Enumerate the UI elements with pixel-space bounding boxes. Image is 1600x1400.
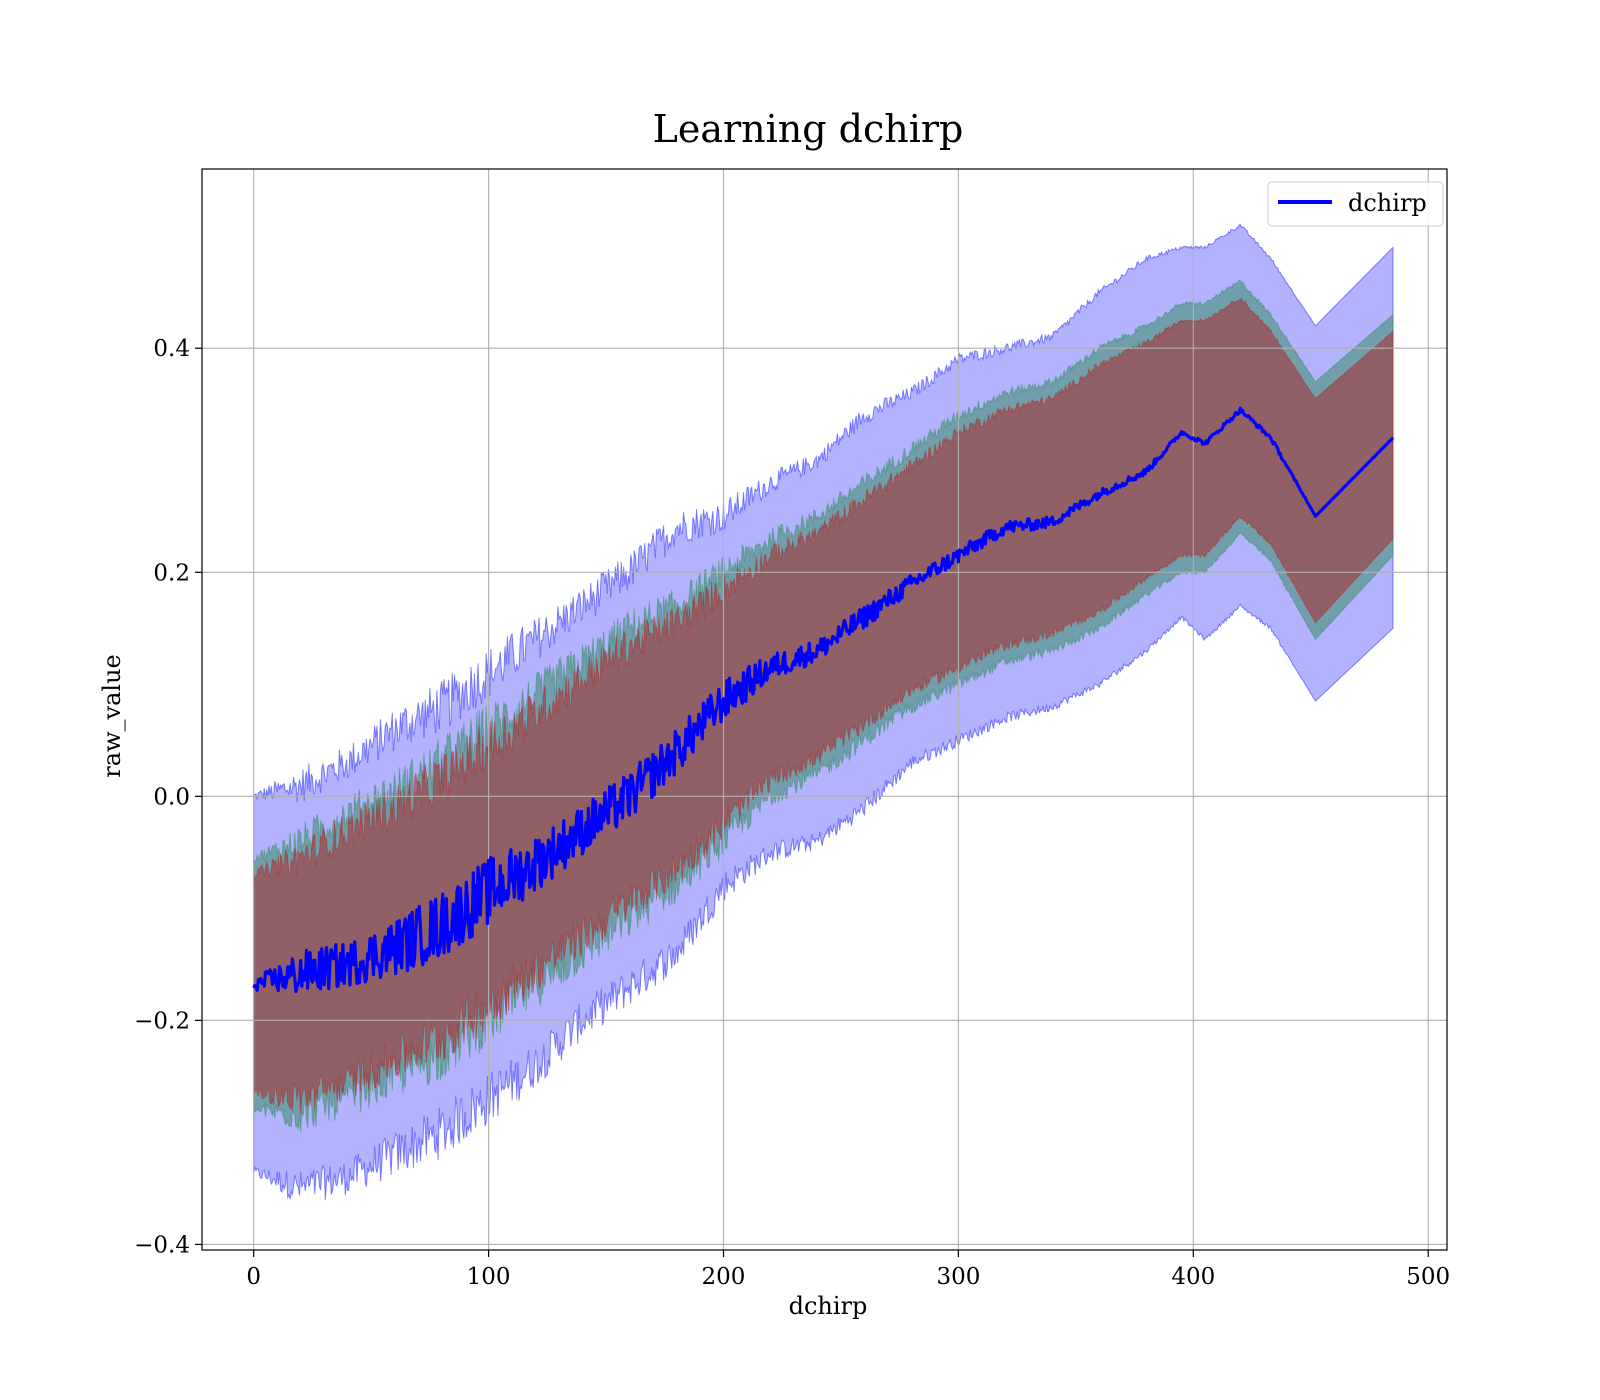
- y-tick-label-2: 0.0: [153, 784, 190, 810]
- y-tick-label-1: −0.2: [134, 1008, 190, 1034]
- series-lines: [252, 406, 1395, 994]
- series-line-dchirp: [252, 406, 1395, 994]
- x-tick-label-2: 200: [702, 1264, 746, 1290]
- x-tick-label-4: 400: [1171, 1264, 1215, 1290]
- x-axis-ticks: 0 100 200 300 400 500: [246, 1250, 1450, 1290]
- legend-box: [1267, 181, 1444, 227]
- x-tick-label-0: 0: [246, 1264, 261, 1290]
- band-inner: [253, 297, 1394, 1115]
- legend-label-dchirp: dchirp: [1348, 189, 1427, 217]
- y-axis-label: raw_value: [98, 654, 126, 778]
- chart-title: Learning dchirp: [653, 107, 964, 151]
- y-tick-label-3: 0.2: [153, 560, 190, 586]
- x-tick-label-5: 500: [1406, 1264, 1450, 1290]
- x-tick-label-1: 100: [467, 1264, 511, 1290]
- legend: dchirp: [1267, 181, 1444, 227]
- y-axis-ticks: −0.4 −0.2 0.0 0.2 0.4: [134, 336, 202, 1258]
- x-axis-label: dchirp: [789, 1292, 868, 1320]
- plot-frame: [201, 168, 1448, 1251]
- x-tick-label-3: 300: [936, 1264, 980, 1290]
- plot-area: [201, 168, 1448, 1251]
- grid-lines: [202, 169, 1447, 1250]
- y-tick-label-0: −0.4: [134, 1232, 190, 1258]
- confidence-bands: [253, 223, 1394, 1201]
- y-tick-label-4: 0.4: [153, 336, 190, 362]
